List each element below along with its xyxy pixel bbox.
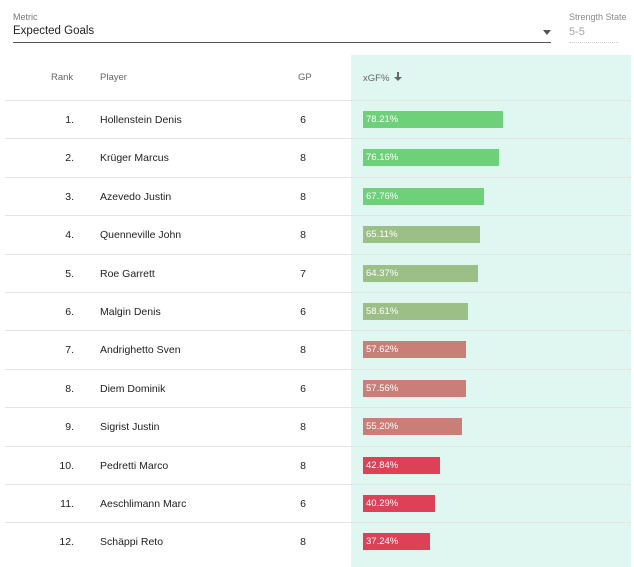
player-name: Roe Garrett: [100, 267, 155, 280]
table-row[interactable]: 4. Quenneville John 8 65.11%: [5, 215, 631, 254]
gp-cell: 8: [300, 229, 306, 242]
player-name: Pedretti Marco: [100, 459, 169, 472]
table-row[interactable]: 1. Hollenstein Denis 6 78.21%: [5, 100, 631, 139]
table-header: Rank Player GP xGF%: [0, 55, 634, 100]
xgf-value: 58.61%: [366, 306, 399, 317]
rank-cell: 11.: [60, 498, 74, 510]
rank-cell: 4.: [65, 229, 74, 242]
gp-cell: 8: [300, 152, 306, 165]
xgf-header-label: xGF%: [363, 73, 390, 84]
xgf-bar: 76.16%: [363, 149, 500, 167]
table-row[interactable]: 6. Malgin Denis 6 58.61%: [5, 292, 631, 331]
caret-down-icon[interactable]: [543, 30, 551, 35]
rank-header[interactable]: Rank: [51, 72, 74, 83]
xgf-bar: 40.29%: [363, 495, 436, 512]
xgf-value: 64.37%: [366, 267, 399, 279]
xgf-value: 67.76%: [366, 190, 399, 202]
xgf-value: 37.24%: [366, 536, 399, 548]
xgf-bar: 57.62%: [363, 341, 467, 359]
table-row[interactable]: 9. Sigrist Justin 8 55.20%: [5, 407, 631, 446]
player-name: Aeschlimann Marc: [100, 498, 187, 510]
xgf-value: 55.20%: [366, 421, 399, 433]
player-name: Diem Dominik: [100, 382, 166, 395]
table-row[interactable]: 2. Krüger Marcus 8 76.16%: [5, 138, 631, 177]
xgf-bar: 67.76%: [363, 187, 485, 205]
strength-state-select[interactable]: 5-5: [569, 26, 619, 43]
rank-cell: 2.: [65, 152, 74, 165]
gp-cell: 8: [300, 536, 306, 549]
table-row[interactable]: 5. Roe Garrett 7 64.37%: [5, 253, 631, 293]
xgf-value: 65.11%: [366, 229, 398, 241]
gp-cell: 8: [300, 344, 306, 357]
rank-cell: 7.: [65, 344, 74, 357]
xgf-value: 78.21%: [366, 114, 399, 125]
metric-value: Expected Goals: [13, 25, 95, 37]
gp-cell: 8: [300, 459, 306, 472]
rank-cell: 10.: [59, 459, 74, 472]
xgf-bar: 55.20%: [363, 418, 462, 436]
xgf-value: 57.62%: [366, 344, 399, 356]
table-row[interactable]: 11. Aeschlimann Marc 6 40.29%: [5, 484, 631, 523]
player-name: Quenneville John: [100, 229, 182, 242]
xgf-bar: 65.11%: [363, 226, 480, 244]
gp-cell: 6: [300, 382, 306, 395]
xgf-header[interactable]: xGF%: [363, 72, 403, 84]
gp-cell: 6: [300, 498, 306, 510]
table-row[interactable]: 8. Diem Dominik 6 57.56%: [5, 368, 631, 408]
player-name: Azevedo Justin: [100, 190, 172, 203]
xgf-bar: 42.84%: [363, 456, 440, 474]
table-row[interactable]: 12. Schäppi Reto 8 37.24%: [5, 522, 631, 561]
xgf-bar: 58.61%: [363, 303, 468, 320]
table-row[interactable]: 10. Pedretti Marco 8 42.84%: [5, 445, 631, 485]
gp-cell: 6: [300, 114, 306, 126]
player-name: Hollenstein Denis: [100, 114, 182, 126]
rank-cell: 8.: [65, 382, 74, 395]
gp-cell: 6: [300, 306, 306, 318]
player-name: Andrighetto Sven: [100, 344, 181, 357]
xgf-value: 57.56%: [366, 382, 399, 394]
rank-cell: 1.: [65, 114, 74, 126]
xgf-value: 42.84%: [366, 459, 399, 471]
metric-label: Metric: [13, 12, 38, 22]
player-name: Sigrist Justin: [100, 421, 160, 434]
gp-cell: 8: [300, 190, 306, 203]
arrow-down-icon[interactable]: [394, 72, 403, 82]
xgf-value: 76.16%: [366, 152, 399, 164]
xgf-bar: 78.21%: [363, 111, 503, 128]
player-name: Malgin Denis: [100, 306, 161, 318]
player-name: Schäppi Reto: [100, 536, 164, 549]
rank-cell: 12.: [59, 536, 74, 549]
gp-cell: 7: [300, 267, 306, 280]
xgf-bar: 37.24%: [363, 533, 430, 551]
rank-cell: 9.: [65, 421, 74, 434]
xgf-bar: 64.37%: [363, 264, 479, 282]
gp-header[interactable]: GP: [298, 72, 312, 83]
xgf-value: 40.29%: [366, 498, 399, 509]
table-row[interactable]: 7. Andrighetto Sven 8 57.62%: [5, 330, 631, 369]
table-row[interactable]: 3. Azevedo Justin 8 67.76%: [5, 176, 631, 216]
player-header[interactable]: Player: [100, 72, 127, 83]
player-name: Krüger Marcus: [100, 152, 169, 165]
gp-cell: 8: [300, 421, 306, 434]
rank-cell: 3.: [65, 190, 74, 203]
xgf-bar: 57.56%: [363, 379, 467, 397]
rank-cell: 5.: [65, 267, 74, 280]
metric-select[interactable]: Expected Goals: [13, 22, 551, 43]
strength-state-label: Strength State: [569, 12, 627, 22]
rank-cell: 6.: [65, 306, 74, 318]
